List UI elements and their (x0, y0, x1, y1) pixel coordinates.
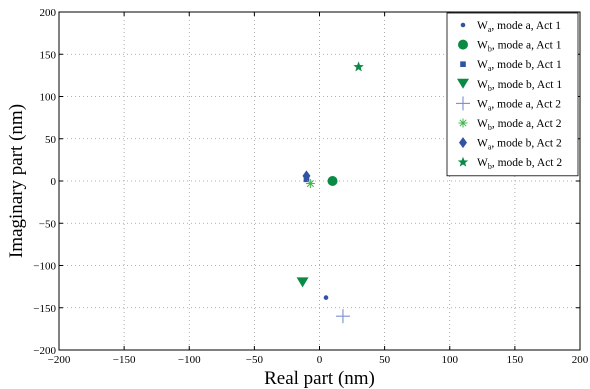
legend-marker-dot (460, 22, 466, 28)
y-tick-label: −150 (33, 303, 56, 315)
legend-label: Wa, mode b, Act 2 (477, 138, 562, 152)
x-axis-label: Real part (nm) (264, 368, 375, 389)
legend-label: Wb, mode a, Act 2 (477, 118, 562, 132)
data-point-triangle-down (296, 277, 309, 288)
y-tick-label: 200 (40, 7, 57, 19)
legend-label: Wb, mode b, Act 2 (477, 157, 562, 171)
x-tick-label: −150 (113, 354, 136, 366)
legend-marker-diamond (459, 137, 467, 149)
legend-item: Wb, mode a, Act 1 (458, 39, 562, 54)
data-point-circle (327, 176, 338, 186)
data-point-asterisk (305, 179, 315, 189)
x-tick-label: 150 (507, 354, 524, 366)
data-point-asterisk-d2 (306, 179, 314, 188)
y-tick-label: −100 (33, 261, 56, 273)
legend-item: Wa, mode a, Act 2 (456, 96, 561, 112)
grid-lines (59, 12, 580, 350)
legend-marker-asterisk (458, 118, 468, 128)
legend-box (446, 12, 579, 177)
legend-marker-asterisk-d2 (459, 119, 467, 127)
y-tick-label: −50 (39, 218, 57, 230)
x-tick-label: 0 (317, 354, 323, 366)
data-point-dot (323, 295, 329, 300)
legend-label: Wa, mode a, Act 1 (477, 20, 561, 34)
y-tick-label: 50 (45, 134, 57, 146)
x-tick-label: 200 (572, 354, 589, 366)
y-tick-label: 0 (51, 176, 57, 188)
legend-label: Wb, mode a, Act 1 (477, 40, 562, 54)
x-tick-label: −200 (48, 354, 71, 366)
x-tick-label: −50 (246, 354, 264, 366)
legend-item: Wb, mode b, Act 2 (457, 156, 562, 171)
legend-marker-plus (456, 96, 470, 111)
legend: Wa, mode a, Act 1 Wb, mode a, Act 1 Wa, mo… (446, 12, 579, 177)
x-tick-label: −100 (178, 354, 201, 366)
y-axis-label: Imaginary part (nm) (6, 104, 27, 258)
y-tick-label: −200 (33, 345, 56, 357)
legend-item: Wb, mode a, Act 2 (458, 118, 562, 132)
legend-item: Wb, mode b, Act 1 (457, 78, 562, 93)
legend-marker-star (457, 156, 469, 167)
legend-label: Wa, mode a, Act 2 (477, 98, 561, 112)
x-tick-label: 50 (379, 354, 391, 366)
data-point-plus (335, 309, 350, 324)
y-tick-label: 150 (40, 49, 57, 61)
legend-item: Wa, mode b, Act 1 (460, 59, 562, 73)
legend-label: Wb, mode b, Act 1 (477, 79, 562, 93)
y-tick-label: 100 (40, 92, 57, 104)
legend-marker-circle (458, 39, 468, 50)
legend-label: Wa, mode b, Act 1 (477, 59, 562, 73)
legend-item: Wa, mode b, Act 2 (459, 137, 562, 152)
legend-marker-triangle-down (457, 78, 469, 89)
data-points (296, 61, 364, 324)
data-point-diamond (302, 170, 311, 182)
legend-marker-square (460, 61, 466, 67)
legend-item: Wa, mode a, Act 1 (460, 20, 561, 34)
data-point-star (353, 61, 364, 72)
axis-ticks: −200 −150 −100 −50 0 50 100 150 200 −200 −150 −100 −… (33, 7, 588, 366)
x-tick-label: 100 (442, 354, 459, 366)
